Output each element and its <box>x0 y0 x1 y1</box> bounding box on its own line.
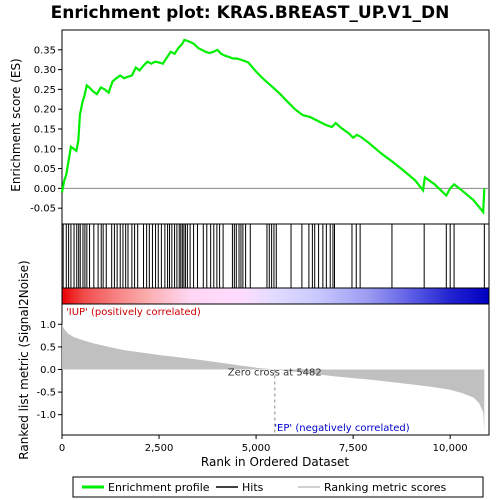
legend-box <box>72 476 484 498</box>
x-axis-label: Rank in Ordered Dataset <box>201 455 349 469</box>
es-y-tick-label: 0.25 <box>34 85 56 96</box>
negative-correlation-label: 'EP' (negatively correlated) <box>274 423 409 434</box>
metric-y-tick-label: -0.5 <box>36 388 56 399</box>
es-panel-frame <box>61 29 490 225</box>
metric-y-tick-label: 1.0 <box>40 320 56 331</box>
x-tick-label: 10,000 <box>433 443 468 454</box>
metric-y-axis: -1.0 -0.5 0.0 0.5 1.0 <box>36 320 62 421</box>
chart-title: Enrichment plot: KRAS.BREAST_UP.V1_DN <box>51 3 450 23</box>
positive-correlation-label: 'IUP' (positively correlated) <box>66 307 201 318</box>
enrichment-profile-line <box>60 38 486 216</box>
es-y-tick-label: 0.30 <box>34 65 56 76</box>
es-y-tick-label: 0.10 <box>34 144 56 155</box>
es-y-tick-label: 0.20 <box>34 105 56 116</box>
legend-label: Hits <box>242 481 264 494</box>
ranking-metric-area <box>62 324 485 431</box>
metric-y-tick-label: 0.0 <box>40 365 56 376</box>
metric-y-axis-label: Ranked list metric (Signal2Noise) <box>17 260 31 459</box>
hits-panel-frame <box>61 223 490 289</box>
legend-label: Enrichment profile <box>108 481 210 494</box>
es-y-tick-label: 0.05 <box>34 164 56 175</box>
ranked-list-colorbar <box>61 287 490 305</box>
hits-group <box>62 224 485 288</box>
es-y-axis: -0.05 0.00 0.05 0.10 0.15 0.20 0.25 0.30 0.35 <box>30 45 62 215</box>
metric-y-tick-label: 0.5 <box>40 342 56 353</box>
x-tick-label: 0 <box>59 443 65 454</box>
es-y-tick-label: 0.15 <box>34 124 56 135</box>
es-y-axis-label: Enrichment score (ES) <box>9 58 23 191</box>
es-y-tick-label: 0.35 <box>34 45 56 56</box>
legend: Enrichment profile Hits Ranking metric sco… <box>82 481 446 494</box>
x-tick-label: 5,000 <box>242 443 271 454</box>
es-y-tick-label: 0.00 <box>34 184 56 195</box>
x-axis: 0 2,500 5,000 7,500 10,000 <box>59 435 468 454</box>
x-tick-label: 7,500 <box>339 443 368 454</box>
zero-cross-label: Zero cross at 5482 <box>228 368 322 379</box>
metric-y-tick-label: -1.0 <box>36 410 56 421</box>
es-y-tick-label: -0.05 <box>30 204 56 215</box>
legend-label: Ranking metric scores <box>324 481 446 494</box>
x-tick-label: 2,500 <box>145 443 174 454</box>
